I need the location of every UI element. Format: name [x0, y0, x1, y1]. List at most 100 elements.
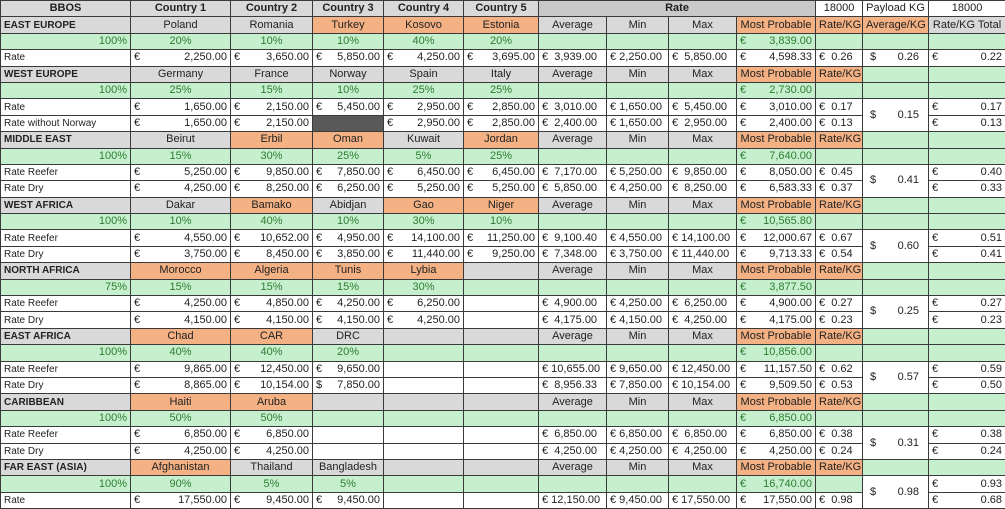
max-value[interactable]: € 5,850.00: [668, 49, 737, 67]
empty-cell[interactable]: [862, 458, 930, 477]
most-probable-value[interactable]: €6,850.00: [735, 426, 817, 444]
money-cell[interactable]: €7,850.00: [312, 163, 384, 182]
country-share[interactable]: 20%: [130, 32, 231, 51]
money-cell[interactable]: €2,950.00: [383, 98, 464, 116]
row-label[interactable]: Rate Reefer: [0, 229, 131, 247]
max-value[interactable]: € 6,850.00: [668, 426, 737, 444]
country-name[interactable]: Germany: [130, 65, 231, 83]
rate-kg-total-value[interactable]: €0.17: [928, 98, 1005, 116]
max-label[interactable]: Max: [668, 458, 737, 477]
rate-kg-total-value[interactable]: €0.93: [928, 475, 1005, 493]
empty-cell[interactable]: [928, 131, 1005, 149]
most-probable-label[interactable]: Most Probable: [735, 458, 817, 477]
rate-kg-value[interactable]: € 0.98: [815, 491, 864, 509]
most-probable-value[interactable]: €3,010.00: [735, 98, 817, 116]
money-cell[interactable]: €4,250.00: [130, 442, 231, 460]
money-cell[interactable]: €4,150.00: [312, 311, 384, 329]
country-name[interactable]: [383, 327, 464, 346]
average-kg-value[interactable]: $0.41: [862, 163, 930, 198]
money-cell[interactable]: €6,850.00: [130, 426, 231, 444]
min-value[interactable]: € 9,650.00: [606, 360, 669, 378]
average-label[interactable]: Average: [538, 196, 607, 215]
country-share[interactable]: 25%: [463, 147, 539, 165]
empty-cell[interactable]: [668, 213, 737, 231]
total-share[interactable]: 100%: [0, 475, 131, 493]
min-label[interactable]: Min: [606, 16, 669, 34]
empty-cell[interactable]: [928, 458, 1005, 477]
country-share[interactable]: 20%: [463, 32, 539, 51]
empty-cell[interactable]: [928, 344, 1005, 362]
min-value[interactable]: € 4,150.00: [606, 311, 669, 329]
min-value[interactable]: € 3,750.00: [606, 245, 669, 264]
average-value[interactable]: € 6,850.00: [538, 426, 607, 444]
money-cell[interactable]: €3,650.00: [230, 49, 313, 67]
money-cell[interactable]: €4,250.00: [230, 442, 313, 460]
empty-cell[interactable]: [862, 278, 930, 297]
average-kg-value[interactable]: $0.26: [862, 49, 930, 67]
money-cell[interactable]: €1,650.00: [130, 114, 231, 133]
max-value[interactable]: € 14,100.00: [668, 229, 737, 247]
empty-cell[interactable]: [606, 409, 669, 428]
empty-cell[interactable]: [383, 491, 464, 509]
most-probable-label[interactable]: Most Probable: [735, 65, 817, 83]
country-share[interactable]: [463, 278, 539, 297]
most-probable-value[interactable]: €2,400.00: [735, 114, 817, 133]
empty-cell[interactable]: [815, 409, 864, 428]
empty-cell[interactable]: [383, 376, 464, 395]
min-label[interactable]: Min: [606, 131, 669, 149]
country-name[interactable]: Oman: [312, 131, 384, 149]
min-value[interactable]: € 6,850.00: [606, 426, 669, 444]
empty-cell[interactable]: [928, 147, 1005, 165]
money-cell[interactable]: €5,450.00: [312, 98, 384, 116]
total-share[interactable]: 100%: [0, 81, 131, 100]
country-share[interactable]: [383, 475, 464, 493]
empty-cell[interactable]: [538, 213, 607, 231]
empty-cell[interactable]: [928, 81, 1005, 100]
empty-cell[interactable]: [815, 344, 864, 362]
empty-cell[interactable]: [668, 475, 737, 493]
row-label[interactable]: Rate Reefer: [0, 426, 131, 444]
total-share[interactable]: 100%: [0, 344, 131, 362]
money-cell[interactable]: €2,150.00: [230, 98, 313, 116]
rate-header[interactable]: Rate: [537, 0, 817, 18]
payload-value-2[interactable]: 18000: [928, 0, 1005, 18]
money-cell[interactable]: €9,450.00: [230, 491, 313, 509]
country-share[interactable]: 10%: [312, 81, 384, 100]
empty-cell[interactable]: [862, 393, 930, 411]
money-cell[interactable]: €2,250.00: [130, 49, 231, 67]
country-name[interactable]: Bangladesh: [312, 458, 384, 477]
country-name[interactable]: [463, 327, 539, 346]
min-label[interactable]: Min: [606, 458, 669, 477]
max-label[interactable]: Max: [668, 393, 737, 411]
money-cell[interactable]: €1,650.00: [130, 98, 231, 116]
money-cell[interactable]: €3,850.00: [312, 245, 384, 264]
most-probable-total[interactable]: €7,640.00: [735, 147, 817, 165]
total-share[interactable]: 100%: [0, 213, 131, 231]
most-probable-label[interactable]: Most Probable: [735, 196, 817, 215]
rate-kg-value[interactable]: € 0.17: [815, 98, 864, 116]
empty-cell[interactable]: [668, 81, 737, 100]
total-share[interactable]: 100%: [0, 409, 131, 428]
country-name[interactable]: Abidjan: [312, 196, 384, 215]
bbos-header[interactable]: BBOS: [0, 0, 131, 18]
money-cell[interactable]: €3,695.00: [463, 49, 539, 67]
rate-kg-value[interactable]: € 0.23: [815, 311, 864, 329]
average-kg-value[interactable]: $0.57: [862, 360, 930, 395]
max-value[interactable]: € 12,450.00: [668, 360, 737, 378]
row-label[interactable]: Rate: [0, 491, 131, 509]
rate-kg-total-value[interactable]: €0.33: [928, 180, 1005, 198]
money-cell[interactable]: €9,650.00: [312, 360, 384, 378]
empty-cell[interactable]: [668, 32, 737, 51]
most-probable-label[interactable]: Most Probable: [735, 262, 817, 280]
money-cell[interactable]: €9,250.00: [463, 245, 539, 264]
rate-kg-label[interactable]: Rate/KG: [815, 16, 864, 34]
region-name[interactable]: EAST EUROPE: [0, 16, 131, 34]
country-share[interactable]: 10%: [130, 213, 231, 231]
average-kg-value[interactable]: $0.60: [862, 229, 930, 264]
max-value[interactable]: € 11,440.00: [668, 245, 737, 264]
empty-cell[interactable]: [463, 426, 539, 444]
empty-cell[interactable]: [928, 409, 1005, 428]
country-share[interactable]: 25%: [383, 81, 464, 100]
empty-cell[interactable]: [463, 376, 539, 395]
rate-kg-total-value[interactable]: €0.59: [928, 360, 1005, 378]
